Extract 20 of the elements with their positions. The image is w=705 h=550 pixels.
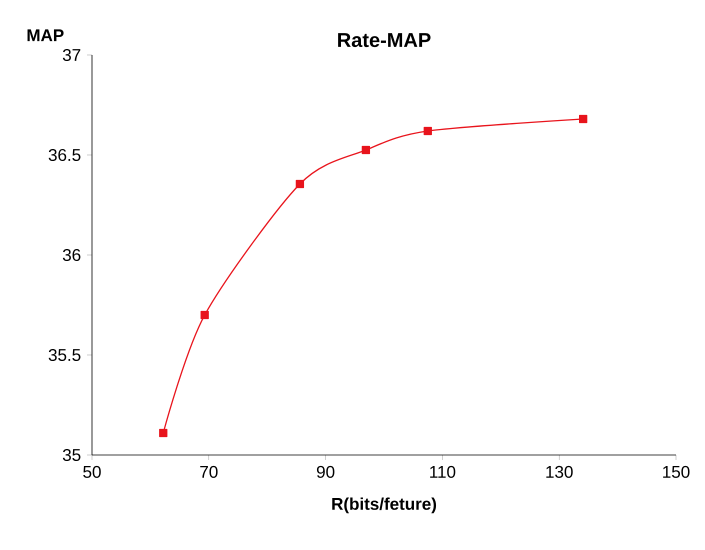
y-tick-label: 36 [62,248,80,262]
x-tick-label: 130 [546,466,573,478]
y-tick-label: 35 [62,448,80,462]
y-tick-label: 36.5 [48,148,80,162]
y-tick-label: 35.5 [48,348,80,362]
point [424,126,432,136]
y-tick-label: 37 [62,48,80,62]
point [159,428,168,438]
point [578,114,588,124]
x-tick-label: 50 [83,466,101,478]
x-tick-label: 150 [663,466,690,478]
point [296,180,304,188]
x-tick-label: 70 [200,466,218,478]
x-axis-title: R(bits/feture) [332,497,436,514]
chart-title: Rate-MAP [338,33,431,48]
y-axis-title: MAP [28,29,64,42]
point [200,310,209,320]
point [362,146,370,154]
x-tick-label: 110 [430,466,456,478]
x-tick-label: 90 [316,466,334,478]
